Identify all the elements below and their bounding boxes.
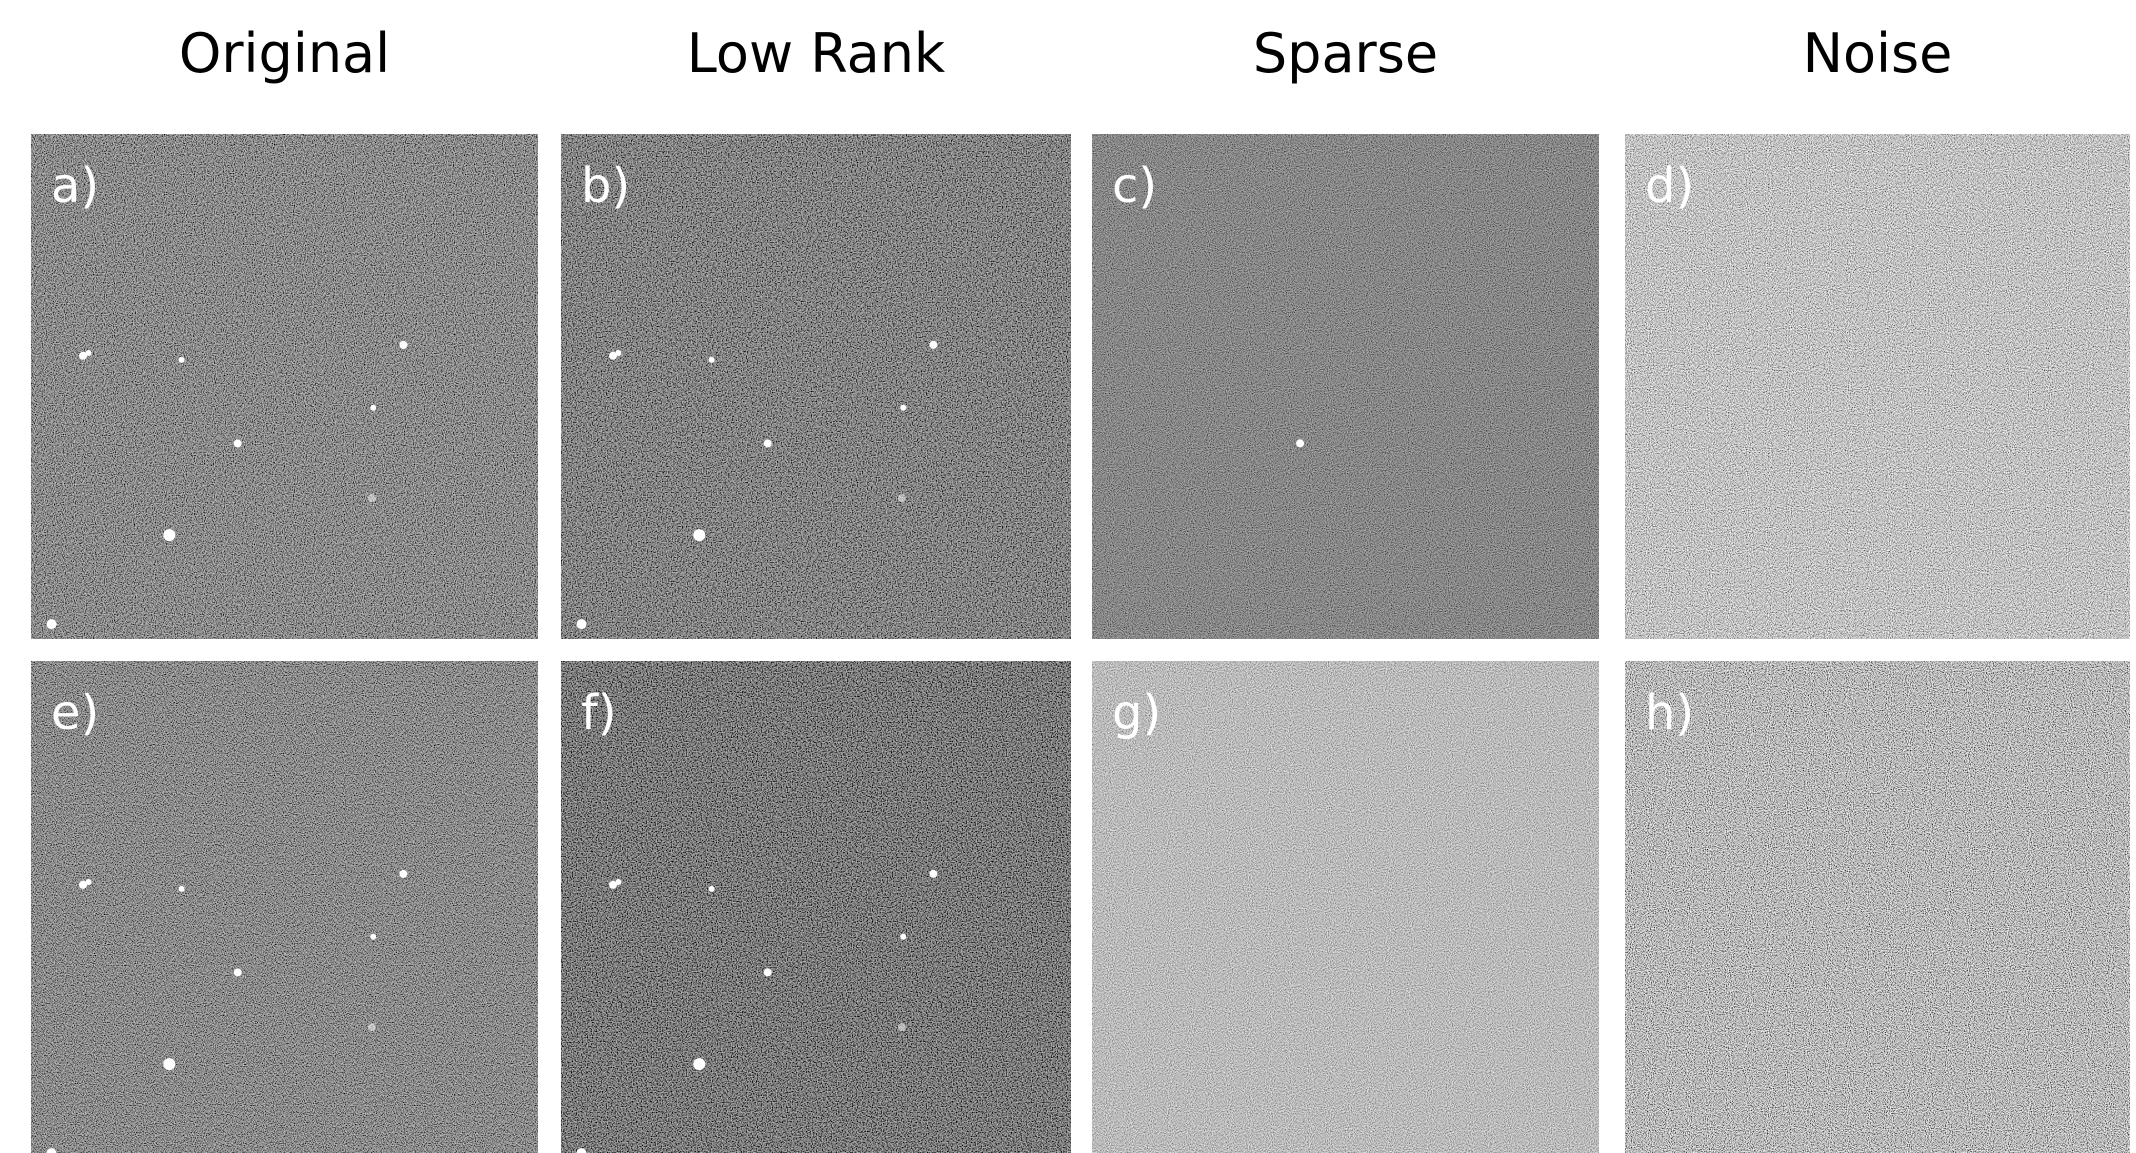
column-header: Noise [1803,22,1953,85]
image-panel: g) [1092,661,1599,1153]
star [163,1058,175,1070]
star [709,886,715,892]
star [693,1058,705,1070]
panel-label: e) [51,685,99,741]
panel-label: f) [581,685,617,741]
star [764,968,772,976]
star [85,350,91,356]
star [370,405,376,411]
star [368,1023,376,1031]
image-panel: b) [561,134,1071,639]
image-panel: c) [1092,134,1599,639]
star [615,350,621,356]
noise-image [1092,134,1599,639]
image-panel: e) [31,661,538,1153]
star [399,341,407,349]
star [764,439,772,447]
noise-image [1092,661,1599,1153]
noise-image [31,661,538,1153]
star [615,879,621,885]
noise-image [31,134,538,639]
star [709,357,715,363]
star [370,934,376,940]
column-header: Low Rank [687,22,946,85]
figure: Original Low Rank Sparse Noise a) b) c) d) e) f) g… [0,0,2136,1153]
star [234,439,242,447]
star [929,341,937,349]
star [234,968,242,976]
image-panel: d) [1625,134,2130,639]
panel-label: h) [1645,685,1694,741]
noise-image [1625,134,2130,639]
star [1296,439,1304,447]
star [163,529,175,541]
image-panel: f) [561,661,1071,1153]
noise-image [561,661,1071,1153]
star [179,357,185,363]
star [399,870,407,878]
panel-label: g) [1112,685,1161,741]
image-panel: h) [1625,661,2130,1153]
star [179,886,185,892]
image-panel: a) [31,134,538,639]
panel-label: a) [51,158,99,214]
panel-label: d) [1645,158,1694,214]
noise-image [561,134,1071,639]
star [929,870,937,878]
panel-label: b) [581,158,630,214]
star [368,494,376,502]
column-header: Sparse [1253,22,1438,85]
star [900,934,906,940]
star [693,529,705,541]
column-header: Original [179,22,390,85]
star [85,879,91,885]
star [898,494,906,502]
star [577,619,587,629]
noise-image [1625,661,2130,1153]
star [47,619,57,629]
star [900,405,906,411]
panel-label: c) [1112,158,1157,214]
star [898,1023,906,1031]
